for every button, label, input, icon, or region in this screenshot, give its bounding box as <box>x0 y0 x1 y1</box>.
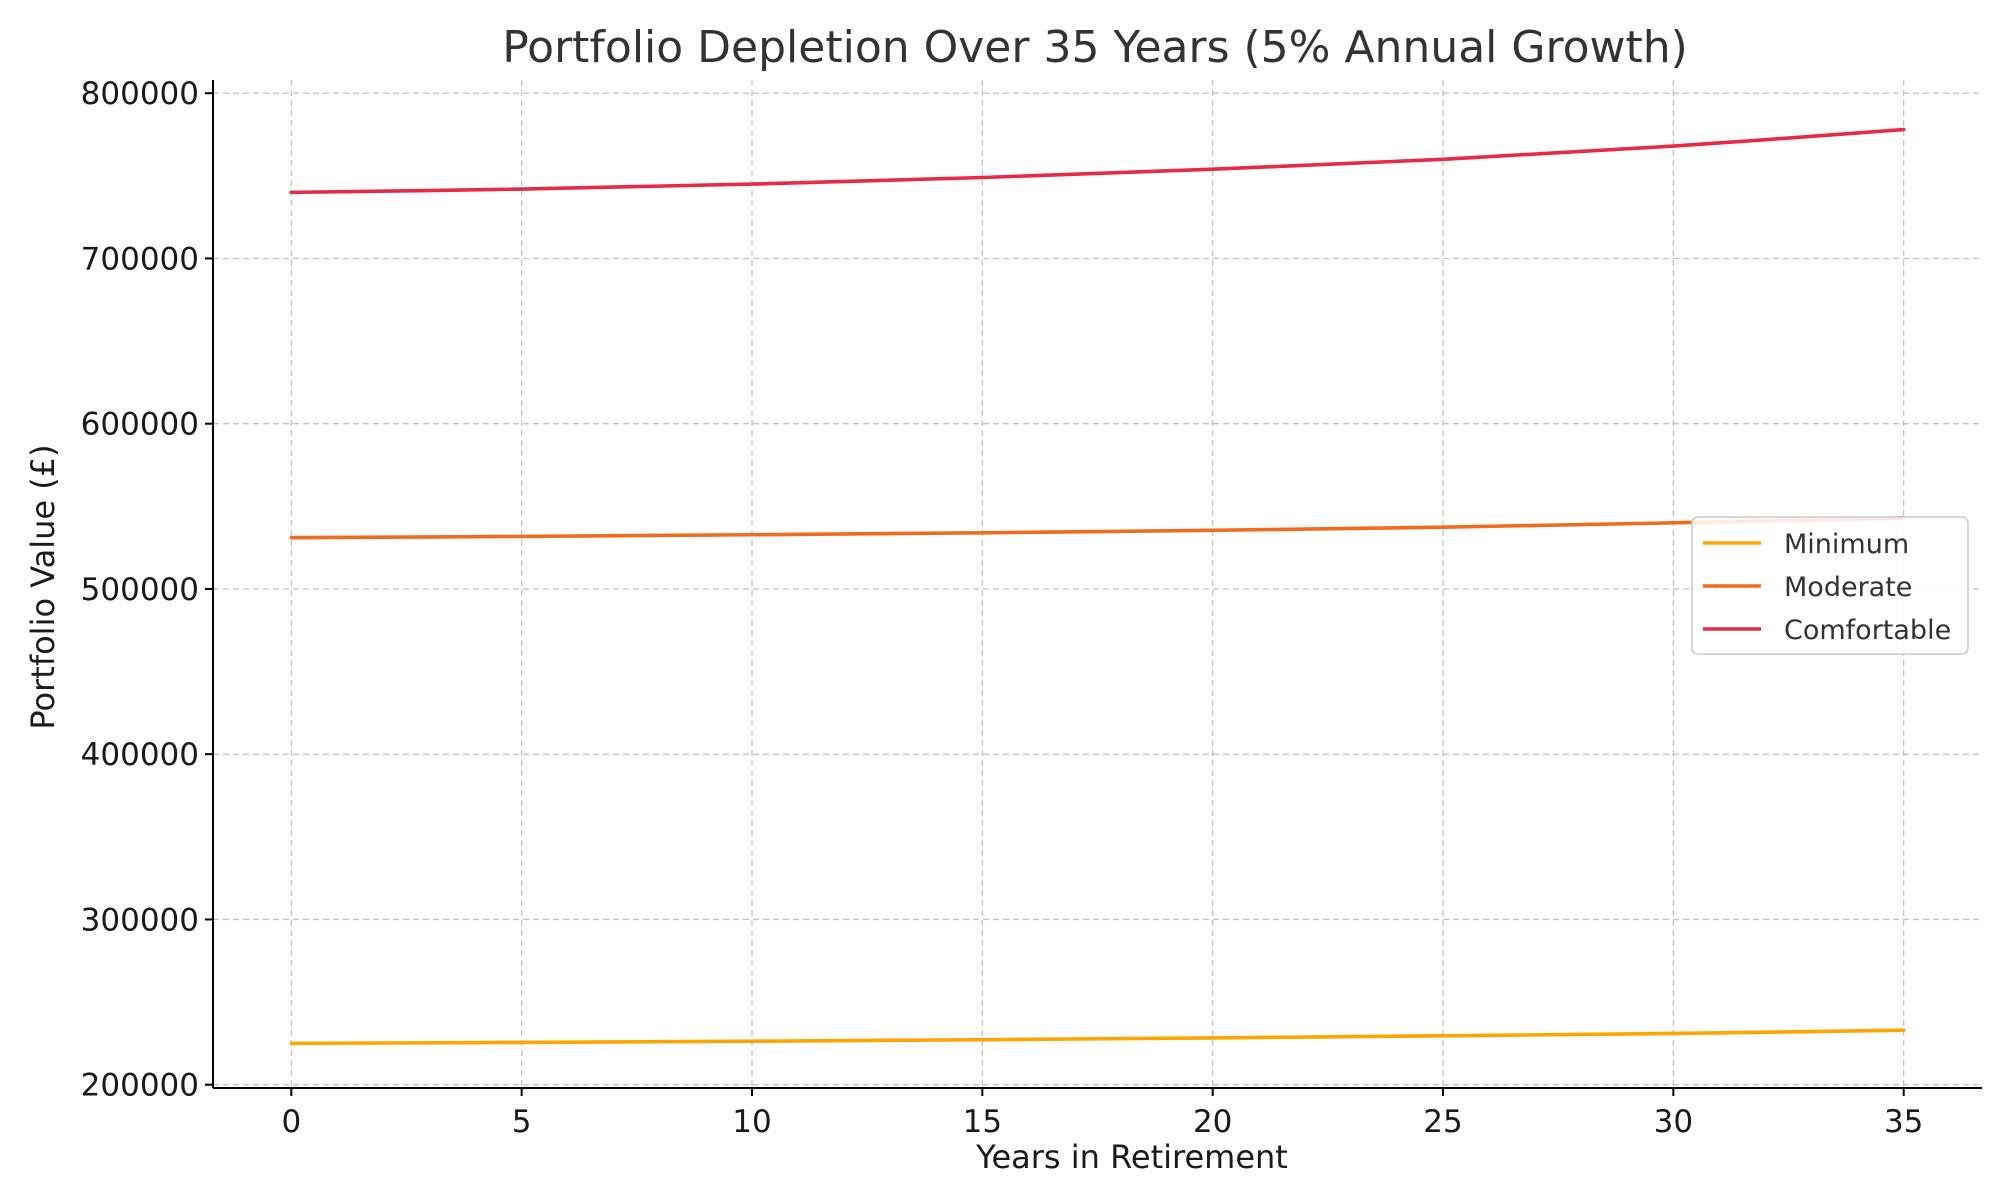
y-tick-label: 800000 <box>81 76 199 112</box>
y-axis-ticks: 200000 300000 400000 500000 600000 700000 8000… <box>81 76 213 1104</box>
x-axis-ticks: 0 5 10 15 20 25 30 35 <box>281 1088 1923 1140</box>
y-tick-label: 200000 <box>81 1068 199 1104</box>
y-tick-label: 400000 <box>81 737 199 773</box>
series-line-comfortable <box>289 127 1906 195</box>
x-tick-label: 10 <box>732 1104 771 1140</box>
series-line-minimum <box>289 1028 1906 1046</box>
x-axis-title: Years in Retirement <box>975 1138 1288 1176</box>
series-line-moderate <box>289 516 1906 540</box>
chart-title: Portfolio Depletion Over 35 Years (5% An… <box>502 22 1688 73</box>
legend: Minimum Moderate Comfortable <box>1691 516 1969 655</box>
x-tick-label: 5 <box>512 1104 532 1140</box>
legend-label-comfortable: Comfortable <box>1784 615 1951 646</box>
x-tick-label: 30 <box>1654 1104 1693 1140</box>
y-tick-label: 700000 <box>81 241 199 277</box>
x-tick-label: 15 <box>963 1104 1002 1140</box>
y-tick-label: 600000 <box>81 407 199 443</box>
series-lines <box>289 127 1906 1046</box>
legend-label-minimum: Minimum <box>1784 529 1909 560</box>
legend-box <box>1691 516 1969 655</box>
x-tick-label: 20 <box>1193 1104 1232 1140</box>
y-axis-title: Portfolio Value (£) <box>24 444 62 729</box>
y-tick-label: 500000 <box>81 572 199 608</box>
grid <box>213 80 1982 1088</box>
legend-label-moderate: Moderate <box>1784 572 1912 603</box>
x-tick-label: 0 <box>281 1104 301 1140</box>
y-tick-label: 300000 <box>81 902 199 938</box>
x-tick-label: 35 <box>1884 1104 1923 1140</box>
x-tick-label: 25 <box>1423 1104 1462 1140</box>
